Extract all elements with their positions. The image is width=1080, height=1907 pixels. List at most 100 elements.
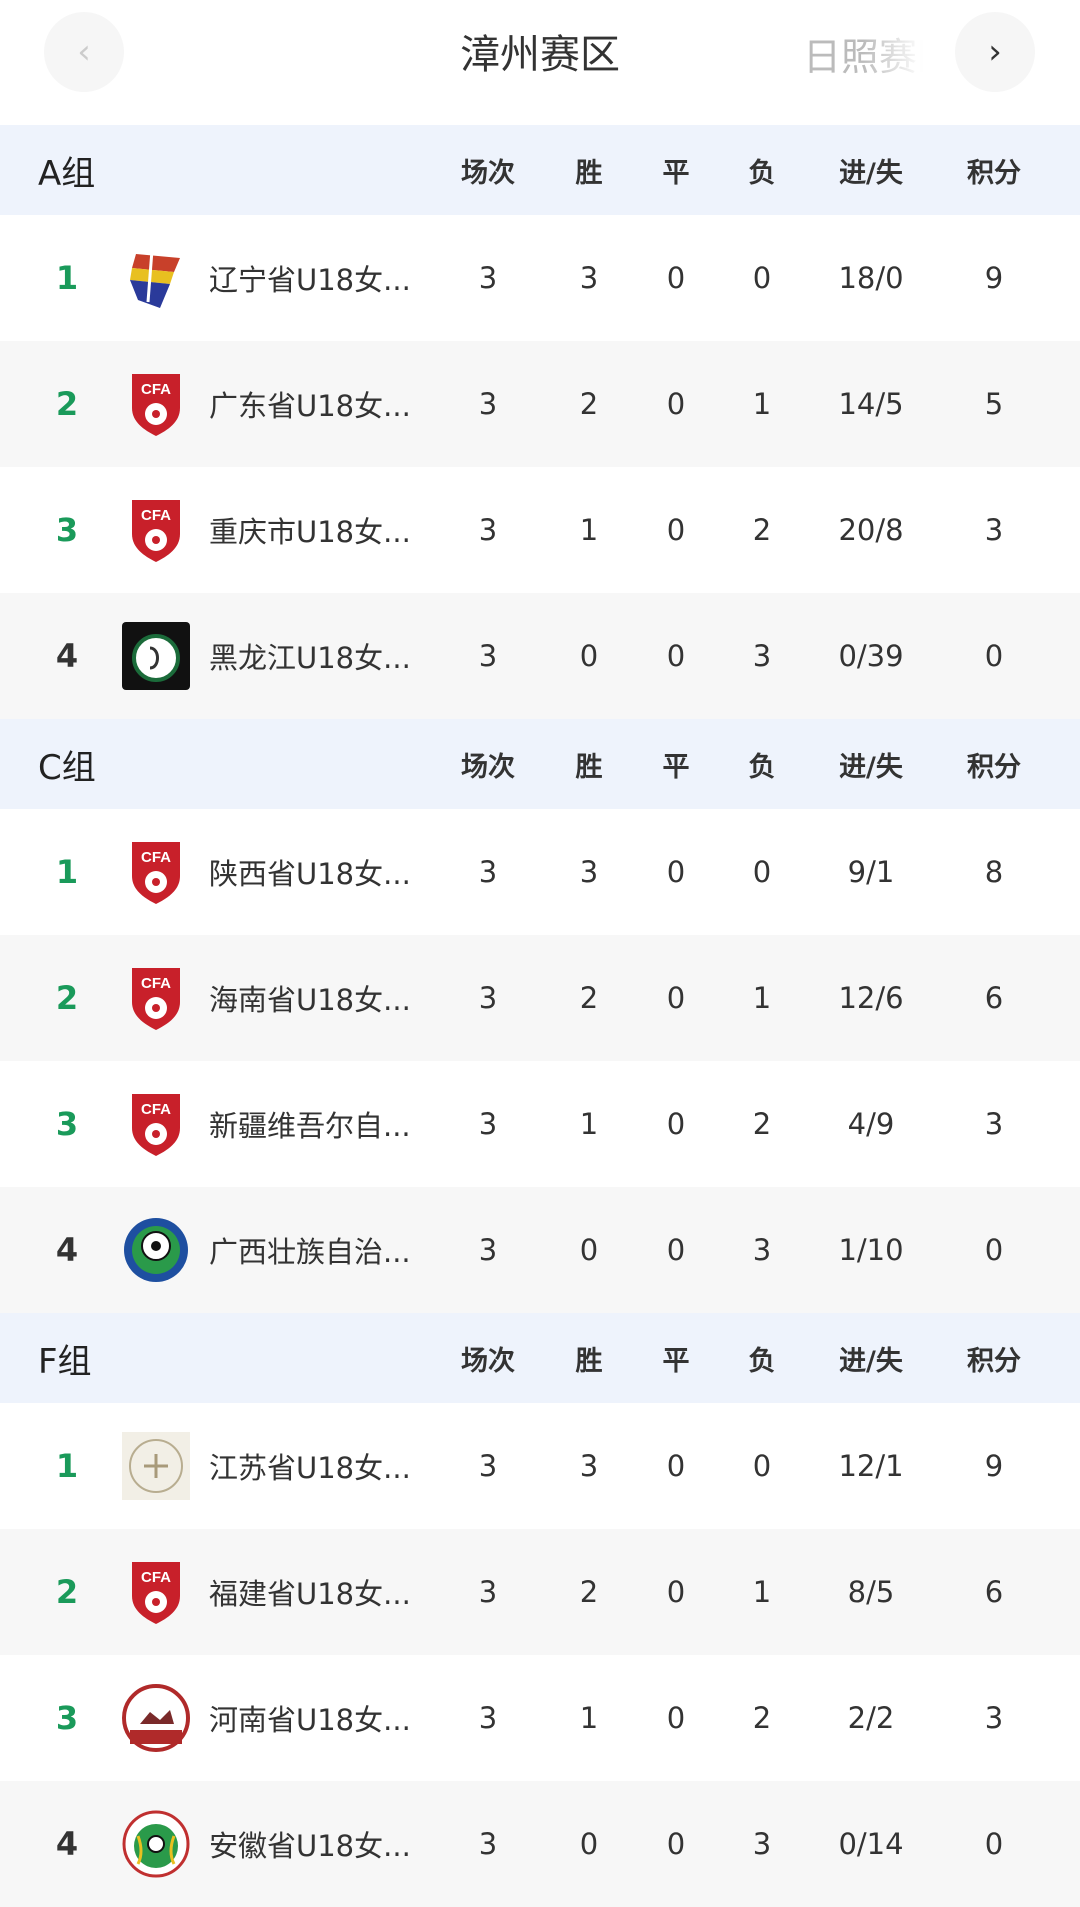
drawn-value: 0 [666,1233,686,1267]
goals-value: 18/0 [838,261,904,295]
team-name[interactable]: 海南省U18女... [209,983,411,1017]
column-header-played: 场次 [461,1345,515,1377]
table-row[interactable]: 1 辽宁省U18女... 3 3 0 0 18/0 9 [0,215,1080,341]
goals-value: 4/9 [847,1107,895,1141]
rank: 1 [55,1447,79,1485]
column-header-lost: 负 [748,1345,776,1377]
lost-value: 1 [752,1575,772,1609]
column-header-won: 胜 [575,1345,603,1377]
rank: 3 [55,511,79,549]
group-header: F组 场次 胜 平 负 进/失 积分 [0,1313,1080,1403]
team-name[interactable]: 黑龙江U18女... [209,641,411,675]
table-row[interactable]: 4 黑龙江U18女... 3 0 0 3 0/39 0 [0,593,1080,719]
played-value: 3 [478,1107,498,1141]
team-name[interactable]: 广东省U18女... [209,389,411,423]
goals-value: 0/39 [838,639,904,673]
drawn-value: 0 [666,513,686,547]
column-header-drawn: 平 [662,157,690,189]
lost-value: 2 [752,1701,772,1735]
played-value: 3 [478,387,498,421]
rank: 1 [55,259,79,297]
team-logo-icon [122,1432,190,1500]
drawn-value: 0 [666,1107,686,1141]
won-value: 2 [579,981,599,1015]
team-name[interactable]: 陕西省U18女... [209,857,411,891]
won-value: 3 [579,855,599,889]
column-header-goals: 进/失 [839,1345,903,1377]
played-value: 3 [478,855,498,889]
points-value: 9 [984,1449,1004,1483]
played-value: 3 [478,639,498,673]
team-name[interactable]: 安徽省U18女... [209,1829,411,1863]
goals-value: 12/1 [838,1449,904,1483]
svg-text:CFA: CFA [141,849,171,866]
team-name[interactable]: 福建省U18女... [209,1577,411,1611]
points-value: 0 [984,1827,1004,1861]
drawn-value: 0 [666,981,686,1015]
column-header-points: 积分 [967,751,1021,783]
table-row[interactable]: 2 CFA 广东省U18女... 3 2 0 1 14/5 5 [0,341,1080,467]
team-name[interactable]: 辽宁省U18女... [209,263,411,297]
team-logo-icon: CFA [122,1558,190,1626]
rank: 4 [55,1231,79,1269]
lost-value: 1 [752,387,772,421]
svg-text:CFA: CFA [141,975,171,992]
points-value: 9 [984,261,1004,295]
played-value: 3 [478,513,498,547]
table-row[interactable]: 4 广西壮族自治... 3 0 0 3 1/10 0 [0,1187,1080,1313]
points-value: 5 [984,387,1004,421]
team-name[interactable]: 广西壮族自治... [209,1235,411,1269]
won-value: 0 [579,639,599,673]
points-value: 6 [984,981,1004,1015]
table-row[interactable]: 3 河南省U18女... 3 1 0 2 2/2 3 [0,1655,1080,1781]
won-value: 2 [579,387,599,421]
table-row[interactable]: 2 CFA 海南省U18女... 3 2 0 1 12/6 6 [0,935,1080,1061]
column-header-lost: 负 [748,751,776,783]
lost-value: 3 [752,1827,772,1861]
points-value: 8 [984,855,1004,889]
table-row[interactable]: 1 江苏省U18女... 3 3 0 0 12/1 9 [0,1403,1080,1529]
won-value: 0 [579,1233,599,1267]
won-value: 2 [579,1575,599,1609]
prev-region-button[interactable]: ‹ [44,12,124,92]
won-value: 0 [579,1827,599,1861]
goals-value: 8/5 [847,1575,895,1609]
team-name[interactable]: 河南省U18女... [209,1703,411,1737]
svg-text:CFA: CFA [141,1569,171,1586]
drawn-value: 0 [666,639,686,673]
region-nav: ‹ 漳州赛区 日照赛区 › [0,0,1080,125]
lost-value: 0 [752,1449,772,1483]
svg-text:CFA: CFA [141,507,171,524]
group-name: C组 [38,747,96,788]
chevron-right-icon: › [988,32,1002,72]
played-value: 3 [478,1701,498,1735]
goals-value: 14/5 [838,387,904,421]
next-region-tab[interactable]: 日照赛区 [803,35,923,79]
column-header-won: 胜 [575,157,603,189]
lost-value: 1 [752,981,772,1015]
table-row[interactable]: 4 安徽省U18女... 3 0 0 3 0/14 0 [0,1781,1080,1907]
team-logo-icon [122,1216,190,1284]
column-header-won: 胜 [575,751,603,783]
lost-value: 2 [752,1107,772,1141]
won-value: 3 [579,1449,599,1483]
rank: 1 [55,853,79,891]
team-logo-icon [122,1810,190,1878]
team-name[interactable]: 重庆市U18女... [209,515,411,549]
points-value: 3 [984,1107,1004,1141]
table-row[interactable]: 3 CFA 重庆市U18女... 3 1 0 2 20/8 3 [0,467,1080,593]
next-region-button[interactable]: › [955,12,1035,92]
team-logo-icon [122,1684,190,1752]
table-row[interactable]: 1 CFA 陕西省U18女... 3 3 0 0 9/1 8 [0,809,1080,935]
team-logo-icon: CFA [122,964,190,1032]
team-logo-icon [122,622,190,690]
rank: 2 [55,1573,79,1611]
table-row[interactable]: 2 CFA 福建省U18女... 3 2 0 1 8/5 6 [0,1529,1080,1655]
table-row[interactable]: 3 CFA 新疆维吾尔自... 3 1 0 2 4/9 3 [0,1061,1080,1187]
current-region-tab[interactable]: 漳州赛区 [460,32,620,78]
team-name[interactable]: 新疆维吾尔自... [209,1109,411,1143]
group-header: C组 场次 胜 平 负 进/失 积分 [0,719,1080,809]
standings: A组 场次胜平负进/失 积分 1 辽宁省U18女... 3 3 0 0 18/0 9 2 CFA… [0,125,1080,1907]
drawn-value: 0 [666,1701,686,1735]
team-name[interactable]: 江苏省U18女... [209,1451,411,1485]
